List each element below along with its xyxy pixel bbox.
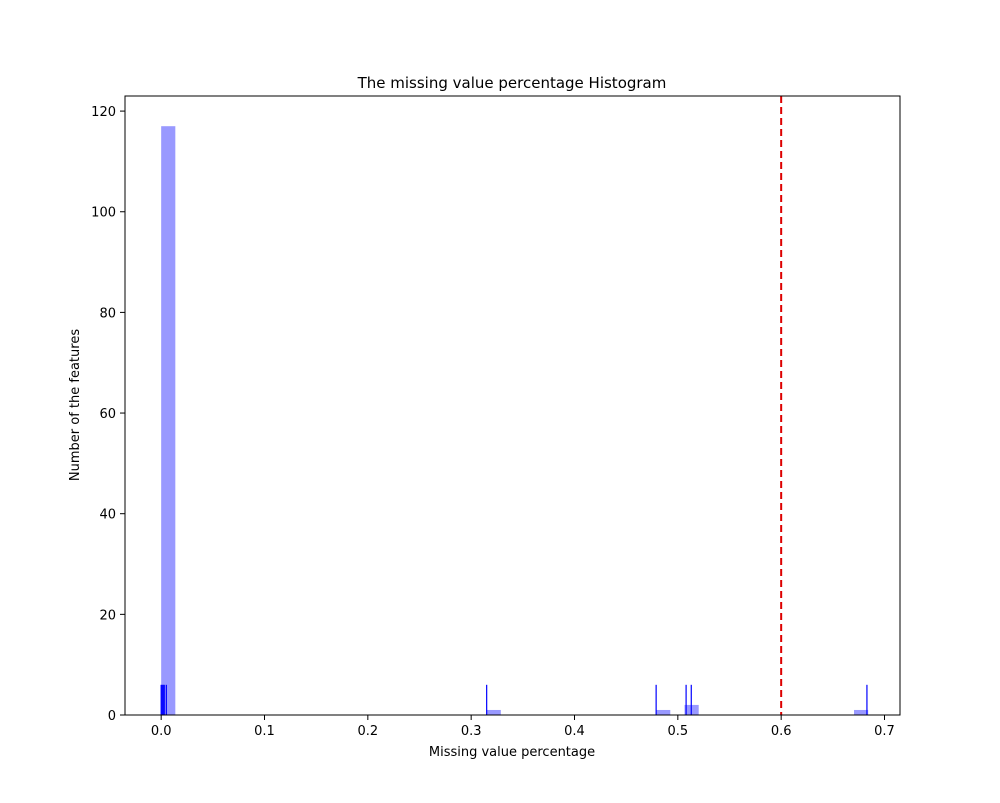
histogram-bar: [656, 709, 671, 715]
histogram-bar: [854, 709, 869, 715]
plot-frame: [124, 95, 901, 716]
x-tick-label: 0.7: [874, 724, 895, 739]
y-tick-label: 60: [99, 407, 116, 422]
y-tick-label: 100: [91, 206, 116, 221]
chart-title: The missing value percentage Histogram: [357, 74, 667, 92]
y-tick-label: 20: [99, 608, 116, 623]
x-tick-label: 0.6: [771, 724, 792, 739]
x-tick-label: 0.3: [461, 724, 482, 739]
x-axis: 0.0 0.1 0.2 0.3 0.4 0.5 0.6 0.7: [151, 715, 895, 739]
y-tick-label: 40: [99, 508, 116, 523]
x-tick-label: 0.4: [564, 724, 585, 739]
histogram-bar: [161, 126, 176, 715]
x-tick-label: 0.2: [357, 724, 378, 739]
histogram-bar: [486, 709, 501, 715]
y-tick-label: 120: [91, 105, 116, 120]
y-tick-label: 80: [99, 306, 116, 321]
y-tick-label: 0: [108, 709, 116, 724]
x-tick-label: 0.1: [254, 724, 275, 739]
x-tick-label: 0.0: [151, 724, 172, 739]
y-axis: 0 20 40 60 80 100 120: [91, 105, 125, 724]
y-axis-label: Number of the features: [68, 329, 83, 481]
x-axis-label: Missing value percentage: [429, 745, 595, 760]
x-tick-label: 0.5: [667, 724, 688, 739]
